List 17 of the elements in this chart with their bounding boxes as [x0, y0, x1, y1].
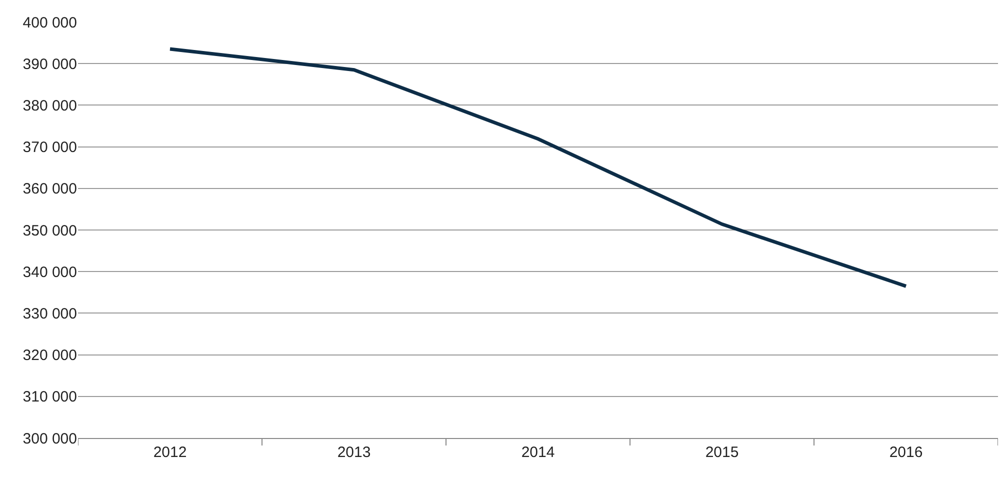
- y-tick-label: 300 000: [22, 430, 77, 448]
- y-tick-label: 370 000: [22, 139, 77, 156]
- y-tick-label: 350 000: [22, 222, 77, 240]
- y-tick-label: 330 000: [22, 305, 77, 322]
- x-tick-label: 2014: [521, 444, 555, 461]
- y-tick-label: 340 000: [22, 264, 77, 281]
- y-tick-label: 400 000: [22, 14, 77, 32]
- x-tick-label: 2012: [153, 444, 187, 461]
- x-tick-label: 2016: [889, 444, 923, 461]
- line-series: [168, 47, 908, 288]
- y-tick-label: 380 000: [22, 97, 77, 114]
- y-tick-label: 320 000: [22, 347, 77, 364]
- x-tick-label: 2013: [337, 444, 371, 461]
- y-tick-label: 360 000: [22, 180, 77, 198]
- y-tick-label: 310 000: [22, 388, 77, 406]
- x-tick-label: 2015: [705, 444, 739, 461]
- y-tick-label: 390 000: [22, 56, 77, 73]
